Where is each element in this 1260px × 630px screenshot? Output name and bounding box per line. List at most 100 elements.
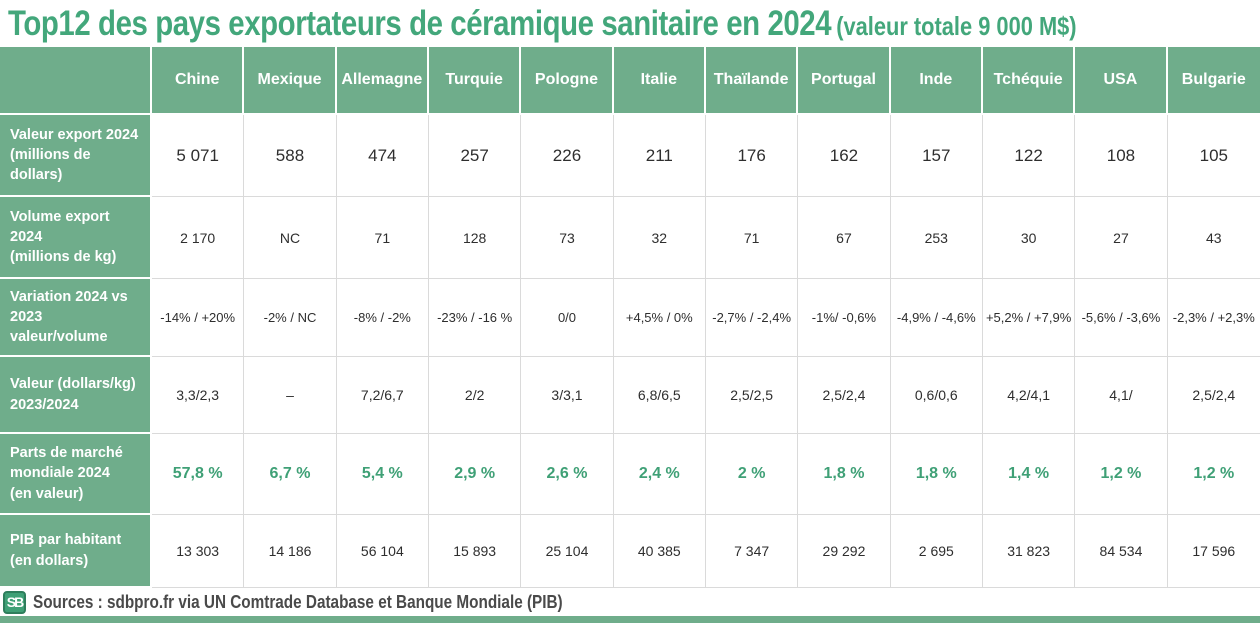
data-cell: 226 [521, 115, 614, 197]
data-cell: 2,5/2,4 [798, 357, 891, 434]
country-header-row: Chine Mexique Allemagne Turquie Pologne Itali… [0, 47, 1260, 115]
sources-footer: SB Sources : sdbpro.fr via UN Comtrade D… [0, 588, 1260, 616]
row-label: Valeur export 2024 (millions de dollars) [0, 115, 152, 197]
data-cell: 105 [1167, 115, 1260, 197]
bottom-strip [0, 616, 1260, 623]
corner-cell [0, 47, 152, 115]
data-cell: 57,8 % [152, 434, 245, 515]
data-cell: 1,4 % [982, 434, 1076, 515]
table-row: PIB par habitant (en dollars) 13 303 14 18… [0, 515, 1260, 588]
table-row: Valeur export 2024 (millions de dollars)… [0, 115, 1260, 197]
data-cell: 40 385 [613, 515, 706, 588]
data-cell: 5 071 [152, 115, 245, 197]
data-cell: -4,9% / -4,6% [890, 279, 983, 357]
data-cell: 6,7 % [244, 434, 337, 515]
sources-text: Sources : sdbpro.fr via UN Comtrade Data… [33, 591, 563, 612]
data-cell: +5,2% / +7,9% [982, 279, 1076, 357]
table-row: Variation 2024 vs 2023 valeur/volume -14%… [0, 279, 1260, 357]
data-cell: 0,6/0,6 [890, 357, 983, 434]
country-header-bulgarie: Bulgarie [1167, 47, 1260, 115]
data-cell: 84 534 [1075, 515, 1168, 588]
data-cell: 29 292 [798, 515, 891, 588]
data-cell: 31 823 [982, 515, 1076, 588]
data-cell: 2 695 [890, 515, 983, 588]
data-cell: -2% / NC [244, 279, 337, 357]
title-main: Top12 des pays exportateurs de céramique… [8, 3, 832, 43]
data-cell: 2,9 % [428, 434, 522, 515]
data-cell: 257 [428, 115, 522, 197]
data-cell: 67 [798, 197, 891, 279]
data-cell: 211 [613, 115, 706, 197]
data-cell: 2/2 [428, 357, 522, 434]
data-cell: 4,2/4,1 [982, 357, 1076, 434]
country-header-portugal: Portugal [798, 47, 891, 115]
country-header-pologne: Pologne [521, 47, 614, 115]
data-cell: NC [244, 197, 337, 279]
data-cell: -14% / +20% [152, 279, 245, 357]
data-cell: 32 [613, 197, 706, 279]
data-cell: 6,8/6,5 [613, 357, 706, 434]
data-cell: 2 170 [152, 197, 245, 279]
data-cell: 2,4 % [613, 434, 706, 515]
data-cell: – [244, 357, 337, 434]
data-cell: -2,3% / +2,3% [1167, 279, 1260, 357]
country-header-thaïlande: Thaïlande [705, 47, 799, 115]
data-cell: 2 % [705, 434, 799, 515]
title-suffix: (valeur totale 9 000 M$) [836, 10, 1077, 41]
data-cell: 122 [982, 115, 1076, 197]
table-row: Valeur (dollars/kg) 2023/2024 3,3/2,3–7,2… [0, 357, 1260, 434]
data-cell: 1,8 % [890, 434, 983, 515]
data-cell: 157 [890, 115, 983, 197]
data-cell: -5,6% / -3,6% [1075, 279, 1168, 357]
row-label: PIB par habitant (en dollars) [0, 515, 152, 588]
data-cell: 1,2 % [1167, 434, 1260, 515]
row-label: Parts de marché mondiale 2024 (en valeur… [0, 434, 152, 515]
data-cell: 56 104 [336, 515, 429, 588]
data-cell: 176 [705, 115, 799, 197]
row-label: Valeur (dollars/kg) 2023/2024 [0, 357, 152, 434]
data-cell: 253 [890, 197, 983, 279]
data-cell: -2,7% / -2,4% [705, 279, 799, 357]
country-header-mexique: Mexique [244, 47, 337, 115]
data-cell: 2,5/2,5 [705, 357, 799, 434]
data-cell: 0/0 [521, 279, 614, 357]
data-cell: 2,5/2,4 [1167, 357, 1260, 434]
data-cell: 3,3/2,3 [152, 357, 245, 434]
data-cell: -23% / -16 % [428, 279, 522, 357]
data-cell: -8% / -2% [336, 279, 429, 357]
data-cell: 71 [705, 197, 799, 279]
data-cell: -1%/ -0,6% [798, 279, 891, 357]
page-title: Top12 des pays exportateurs de céramique… [0, 0, 1260, 47]
data-cell: 4,1/ [1075, 357, 1168, 434]
data-cell: 1,2 % [1075, 434, 1168, 515]
data-cell: 2,6 % [521, 434, 614, 515]
country-header-tchéquie: Tchéquie [982, 47, 1076, 115]
row-label: Variation 2024 vs 2023 valeur/volume [0, 279, 152, 357]
data-cell: 5,4 % [336, 434, 429, 515]
data-cell: 15 893 [428, 515, 522, 588]
data-cell: 7 347 [705, 515, 799, 588]
data-cell: 71 [336, 197, 429, 279]
data-cell: 30 [982, 197, 1076, 279]
country-header-inde: Inde [890, 47, 983, 115]
data-cell: 73 [521, 197, 614, 279]
sdbpro-logo-icon: SB [3, 590, 26, 614]
country-header-allemagne: Allemagne [336, 47, 429, 115]
data-cell: 162 [798, 115, 891, 197]
country-header-chine: Chine [152, 47, 245, 115]
data-cell: 474 [336, 115, 429, 197]
data-cell: 108 [1075, 115, 1168, 197]
data-cell: 13 303 [152, 515, 245, 588]
data-cell: 1,8 % [798, 434, 891, 515]
data-cell: 43 [1167, 197, 1260, 279]
data-cell: +4,5% / 0% [613, 279, 706, 357]
country-header-italie: Italie [613, 47, 706, 115]
row-label: Volume export 2024 (millions de kg) [0, 197, 152, 279]
export-table: Chine Mexique Allemagne Turquie Pologne Itali… [0, 47, 1260, 588]
data-cell: 7,2/6,7 [336, 357, 429, 434]
data-cell: 14 186 [244, 515, 337, 588]
data-cell: 588 [244, 115, 337, 197]
data-cell: 128 [428, 197, 522, 279]
data-cell: 25 104 [521, 515, 614, 588]
